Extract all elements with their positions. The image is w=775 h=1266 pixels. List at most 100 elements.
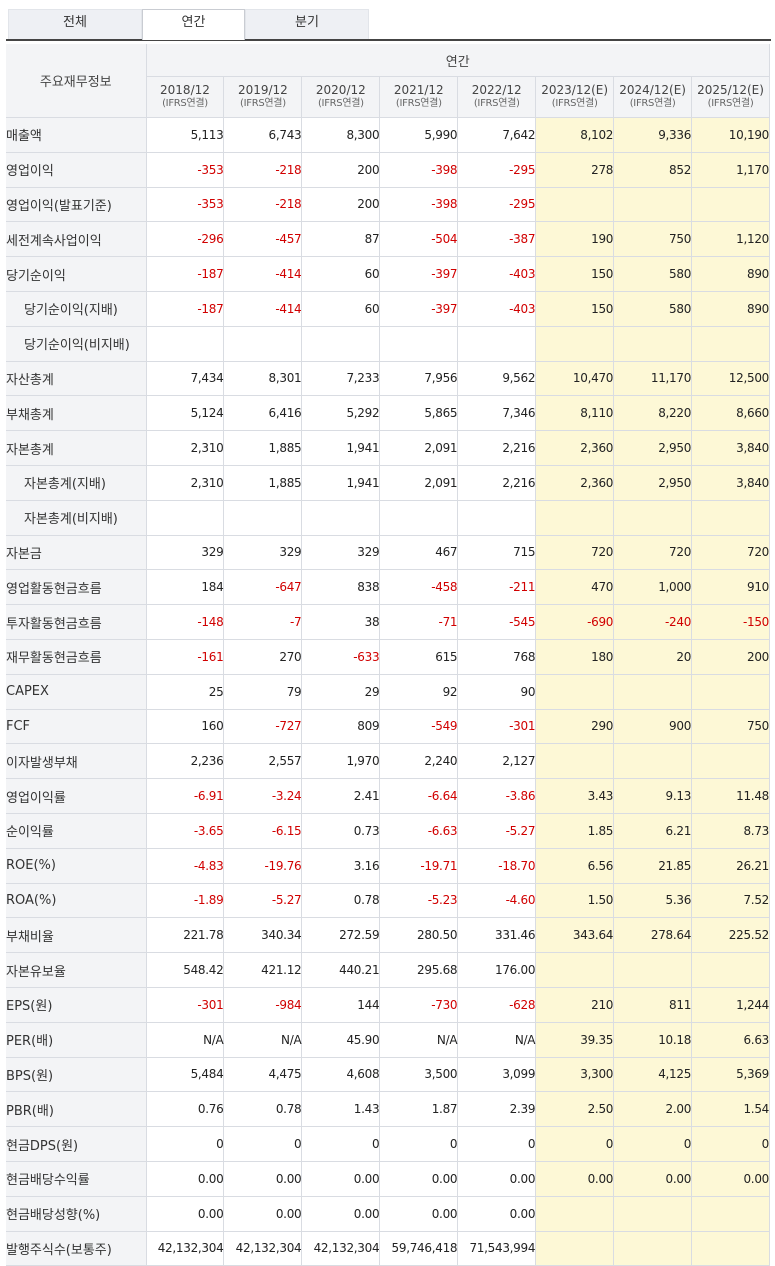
period-basis: (IFRS연결) bbox=[162, 98, 208, 109]
table-cell: -353 bbox=[146, 187, 225, 223]
table-cell: 29 bbox=[301, 674, 381, 710]
table-cell: 0.00 bbox=[146, 1196, 225, 1232]
table-cell: 0.00 bbox=[379, 1161, 459, 1197]
table-cell: 10.18 bbox=[613, 1022, 693, 1058]
table-cell: 9,562 bbox=[457, 361, 537, 397]
table-cell: -301 bbox=[146, 987, 225, 1023]
table-cell bbox=[301, 500, 381, 536]
period-label: 2020/12 bbox=[315, 83, 366, 97]
table-cell: -4.60 bbox=[457, 883, 537, 919]
table-cell: 42,132,304 bbox=[146, 1231, 225, 1266]
table-cell: 0 bbox=[146, 1126, 225, 1162]
table-cell: 42,132,304 bbox=[301, 1231, 381, 1266]
table-cell: -218 bbox=[223, 187, 303, 223]
tab-annual[interactable]: 연간 bbox=[142, 9, 245, 40]
table-cell: -6.15 bbox=[223, 813, 303, 849]
table-cell: 2,950 bbox=[613, 430, 693, 466]
table-cell: 4,475 bbox=[223, 1057, 303, 1093]
table-cell: 470 bbox=[535, 569, 615, 606]
financial-summary-table: 주요재무정보 연간 2018/12 (IFRS연결) 2019/12 (IFRS연결)… bbox=[6, 44, 770, 1266]
table-cell: 580 bbox=[613, 256, 693, 292]
table-row: ROA(%) -1.89 -5.27 0.78 -5.23 -4.60 1.50 5.36 7.… bbox=[6, 883, 770, 919]
table-cell: -5.27 bbox=[223, 883, 303, 919]
table-cell: 39.35 bbox=[535, 1022, 615, 1058]
period-group-header: 연간 bbox=[146, 44, 770, 77]
table-cell: 0 bbox=[535, 1126, 615, 1162]
table-cell: 9.13 bbox=[613, 778, 693, 814]
row-label: 재무활동현금흐름 bbox=[6, 639, 147, 675]
row-label: 세전계속사업이익 bbox=[6, 221, 147, 258]
table-cell: 715 bbox=[457, 535, 537, 571]
table-cell: 1,885 bbox=[223, 465, 303, 501]
table-cell: -7 bbox=[223, 604, 303, 640]
table-body: 매출액 5,113 6,743 8,300 5,990 7,642 8,102 9,336 10… bbox=[6, 117, 770, 1266]
table-cell: -296 bbox=[146, 221, 225, 258]
tab-quarterly[interactable]: 분기 bbox=[245, 9, 369, 39]
table-cell: 2,216 bbox=[457, 430, 537, 466]
table-cell bbox=[535, 1196, 615, 1232]
table-cell: 3.43 bbox=[535, 778, 615, 814]
table-cell: 79 bbox=[223, 674, 303, 710]
table-cell bbox=[146, 326, 225, 362]
table-cell: -148 bbox=[146, 604, 225, 640]
table-row: 자본총계 2,310 1,885 1,941 2,091 2,216 2,360 2,950 3… bbox=[6, 430, 770, 466]
table-cell: -6.63 bbox=[379, 813, 459, 849]
table-cell: 295.68 bbox=[379, 952, 459, 988]
table-cell: -4.83 bbox=[146, 848, 225, 884]
table-cell: -295 bbox=[457, 152, 537, 188]
row-label: 현금배당성향(%) bbox=[6, 1196, 147, 1232]
row-label: 자산총계 bbox=[6, 361, 147, 397]
table-row: FCF 160 -727 809 -549 -301 290 900 750 bbox=[6, 709, 770, 745]
table-cell: 59,746,418 bbox=[379, 1231, 459, 1266]
table-cell: 4,125 bbox=[613, 1057, 693, 1093]
table-cell: 278.64 bbox=[613, 917, 693, 954]
table-cell: -414 bbox=[223, 256, 303, 292]
table-cell bbox=[146, 500, 225, 536]
table-row: 자본총계(지배) 2,310 1,885 1,941 2,091 2,216 2,360 2,… bbox=[6, 465, 770, 501]
table-cell: N/A bbox=[223, 1022, 303, 1058]
table-cell: 0 bbox=[613, 1126, 693, 1162]
table-cell: 87 bbox=[301, 221, 381, 258]
row-label: 자본금 bbox=[6, 535, 147, 571]
table-cell: 750 bbox=[691, 709, 770, 745]
table-cell: 8,300 bbox=[301, 117, 381, 153]
table-cell: N/A bbox=[457, 1022, 537, 1058]
table-row: 영업이익 -353 -218 200 -398 -295 278 852 1,170 bbox=[6, 152, 770, 188]
table-cell: 0 bbox=[379, 1126, 459, 1162]
table-cell: 0.00 bbox=[223, 1161, 303, 1197]
table-cell: 2.41 bbox=[301, 778, 381, 814]
table-cell: 421.12 bbox=[223, 952, 303, 988]
table-cell bbox=[379, 500, 459, 536]
table-cell bbox=[691, 743, 770, 780]
table-cell: -150 bbox=[691, 604, 770, 640]
row-label: 순이익률 bbox=[6, 813, 147, 849]
table-cell: 3,840 bbox=[691, 465, 770, 501]
period-basis: (IFRS연결) bbox=[629, 98, 676, 109]
table-cell: -628 bbox=[457, 987, 537, 1023]
table-cell: -504 bbox=[379, 221, 459, 258]
row-label: 영업이익률 bbox=[6, 778, 147, 814]
table-cell: 890 bbox=[691, 291, 770, 327]
table-cell: 1,244 bbox=[691, 987, 770, 1023]
row-label: 매출액 bbox=[6, 117, 147, 153]
table-cell: 0.78 bbox=[223, 1091, 303, 1128]
table-cell: 340.34 bbox=[223, 917, 303, 954]
row-label: 당기순이익(지배) bbox=[6, 291, 147, 327]
table-cell: -403 bbox=[457, 291, 537, 327]
period-basis: (IFRS연결) bbox=[395, 98, 442, 109]
table-cell: 2,950 bbox=[613, 465, 693, 501]
period-label: 2018/12 bbox=[160, 83, 210, 97]
table-row: 당기순이익 -187 -414 60 -397 -403 150 580 890 bbox=[6, 256, 770, 292]
tab-all[interactable]: 전체 bbox=[8, 9, 142, 39]
table-cell bbox=[613, 674, 693, 710]
table-row: 이자발생부채 2,236 2,557 1,970 2,240 2,127 bbox=[6, 743, 770, 780]
table-cell: 280.50 bbox=[379, 917, 459, 954]
table-cell: 1,941 bbox=[301, 430, 381, 466]
table-cell: 225.52 bbox=[691, 917, 770, 954]
table-cell: 548.42 bbox=[146, 952, 225, 988]
table-cell bbox=[613, 500, 693, 536]
table-cell: 45.90 bbox=[301, 1022, 381, 1058]
table-row: PER(배) N/A N/A 45.90 N/A N/A 39.35 10.18 6.63 bbox=[6, 1022, 770, 1058]
period-header: 2025/12(E) (IFRS연결) bbox=[691, 76, 770, 118]
table-cell: N/A bbox=[379, 1022, 459, 1058]
